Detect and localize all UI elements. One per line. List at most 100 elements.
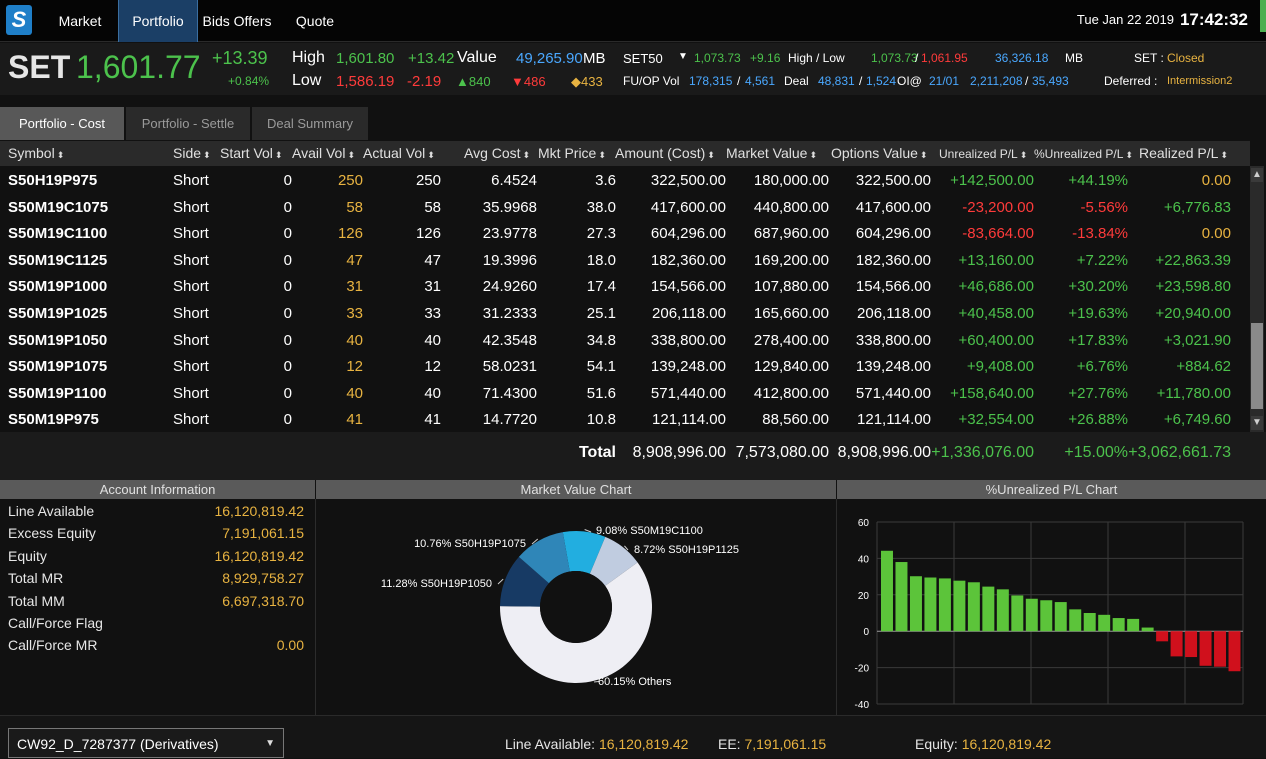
subtab-portfolio-cost[interactable]: Portfolio - Cost [0,107,124,140]
unchanged-icon: ◆ [571,74,581,89]
sort-icon[interactable]: ⬍ [598,150,606,160]
total-market-value: 7,573,080.00 [735,444,829,461]
account-select[interactable]: CW92_D_7287377 (Derivatives) ▼ [8,728,284,758]
sort-icon[interactable]: ⬍ [203,150,211,160]
set-status-value: Closed [1167,51,1205,65]
cell-options-value: 121,114.00 [857,411,931,429]
sort-icon[interactable]: ⬍ [919,150,928,160]
pie-slice-label: 11.28% S50H19P1050 [381,578,492,590]
cell-options-value: 417,600.00 [855,198,931,216]
sort-icon[interactable]: ⬍ [274,150,283,160]
sort-icon[interactable]: ⬍ [427,150,435,160]
subtab-deal-summary[interactable]: Deal Summary [252,107,368,140]
sort-icon[interactable]: ⬍ [809,150,817,160]
cell-side: Short [173,198,209,216]
bar [1054,602,1067,632]
tab-portfolio[interactable]: Portfolio [118,0,198,42]
table-row[interactable]: S50M19P1000 Short 0 31 31 24.9260 17.4 154,566.… [0,273,1250,299]
sort-icon[interactable]: ⬍ [1019,150,1028,160]
account-info-label: Call/Force MR [8,637,98,654]
bar [909,576,922,632]
cell-options-value: 206,118.00 [857,305,931,322]
set50-dropdown-icon[interactable]: ▼ [678,51,688,62]
table-row[interactable]: S50M19P975 Short 0 41 41 14.7720 10.8 121,114.0… [0,406,1250,432]
cell-unrealized-pct: -13.84% [1072,225,1128,243]
sort-icon[interactable]: ⬍ [707,150,715,160]
scroll-up-icon[interactable]: ▲ [1251,168,1263,182]
cell-unrealized-pct: +27.76% [1068,384,1128,402]
up-arrow-icon: ▲ [456,74,469,89]
cell-side: Short [173,384,209,402]
scroll-thumb[interactable] [1251,323,1263,409]
bar [1170,631,1183,657]
unrealized-chart-header: %Unrealized P/L Chart [837,480,1266,499]
cell-mkt-price: 3.6 [595,172,616,189]
set50-label: SET50 [623,51,663,66]
pie-slice [500,562,652,683]
cell-amount-cost: 604,296.00 [650,225,726,243]
table-row[interactable]: S50M19C1100 Short 0 126 126 23.9778 27.3 604,29… [0,220,1250,246]
col-unrealized-pct[interactable]: %Unrealized P/L ⬍ [1034,147,1133,161]
col-side[interactable]: Side ⬍ [173,145,211,161]
col-symbol[interactable]: Symbol ⬍ [8,145,65,161]
col-realized-pl[interactable]: Realized P/L ⬍ [1139,145,1228,161]
sort-icon[interactable]: ⬍ [1220,150,1228,160]
col-market-value[interactable]: Market Value ⬍ [726,145,817,161]
col-avail-vol[interactable]: Avail Vol ⬍ [292,145,355,161]
col-options-value[interactable]: Options Value ⬍ [831,145,928,161]
sort-icon[interactable]: ⬍ [347,150,355,160]
table-row[interactable]: S50M19P1050 Short 0 40 40 42.3548 34.8 338,800.… [0,327,1250,353]
sort-icon[interactable]: ⬍ [56,150,65,160]
col-start-vol[interactable]: Start Vol ⬍ [220,145,283,161]
col-mkt-price[interactable]: Mkt Price ⬍ [538,145,606,161]
cell-symbol: S50M19P1075 [8,358,108,376]
col-unrealized-pl[interactable]: Unrealized P/L ⬍ [939,147,1028,161]
cell-mkt-price: 34.8 [586,331,616,349]
subtab-portfolio-settle[interactable]: Portfolio - Settle [126,107,250,140]
cell-realized-pl: +3,021.90 [1163,331,1231,349]
sort-icon[interactable]: ⬍ [1125,150,1133,160]
cell-side: Short [173,251,209,269]
cell-avg-cost: 6.4524 [491,172,537,189]
cell-amount-cost: 338,800.00 [650,331,726,349]
tab-quote[interactable]: Quote [295,13,335,29]
account-info-value: 16,120,819.42 [214,503,304,519]
low-value: 1,586.19 [336,73,395,90]
oi-vol1: 2,211,208 [970,74,1023,88]
deferred-value: Intermission2 [1167,75,1233,87]
cell-unrealized-pl: +60,400.00 [958,331,1035,349]
cell-actual-vol: 250 [415,172,441,189]
cell-symbol: S50M19C1075 [8,198,109,216]
cell-symbol: S50M19P1025 [8,305,108,322]
tab-bids-offers[interactable]: Bids Offers [202,13,272,29]
slash: / [859,74,863,88]
cell-market-value: 107,880.00 [753,278,829,296]
col-amount-cost[interactable]: Amount (Cost) ⬍ [615,145,715,161]
col-actual-vol[interactable]: Actual Vol ⬍ [363,145,435,161]
account-info-label: Total MM [8,592,65,609]
low-label: Low [292,72,322,89]
account-info-value: 7,191,061.15 [222,525,304,542]
table-row[interactable]: S50M19P1100 Short 0 40 40 71.4300 51.6 571,440.… [0,380,1250,406]
scroll-down-icon[interactable]: ▼ [1251,416,1263,430]
pie-slice [500,556,549,607]
cell-mkt-price: 38.0 [586,198,616,216]
cell-avg-cost: 14.7720 [482,411,537,429]
table-row[interactable]: S50M19P1075 Short 0 12 12 58.0231 54.1 139,248.… [0,353,1250,379]
account-info-value: 8,929,758.27 [222,570,304,587]
cell-unrealized-pl: +32,554.00 [958,411,1035,429]
bar [967,582,980,632]
bar [1040,600,1053,632]
bar [1083,613,1096,632]
account-info-value: 0.00 [276,637,304,654]
sort-icon[interactable]: ⬍ [522,150,531,160]
pie-slice-label: 9.08% S50M19C1100 [596,525,703,537]
table-row[interactable]: S50M19C1125 Short 0 47 47 19.3996 18.0 182,360.… [0,247,1250,273]
total-realized-pl: +3,062,661.73 [1128,444,1231,461]
table-row[interactable]: S50M19P1025 Short 0 33 33 31.2333 25.1 206,118.… [0,300,1250,326]
y-tick-label: -40 [855,700,870,711]
tab-market[interactable]: Market [58,13,102,29]
col-avg-cost[interactable]: Avg Cost ⬍ [464,145,531,161]
table-row[interactable]: S50M19C1075 Short 0 58 58 35.9968 38.0 417,600.… [0,194,1250,220]
table-row[interactable]: S50H19P975 Short 0 250 250 6.4524 3.6 322,500.0… [0,167,1250,193]
